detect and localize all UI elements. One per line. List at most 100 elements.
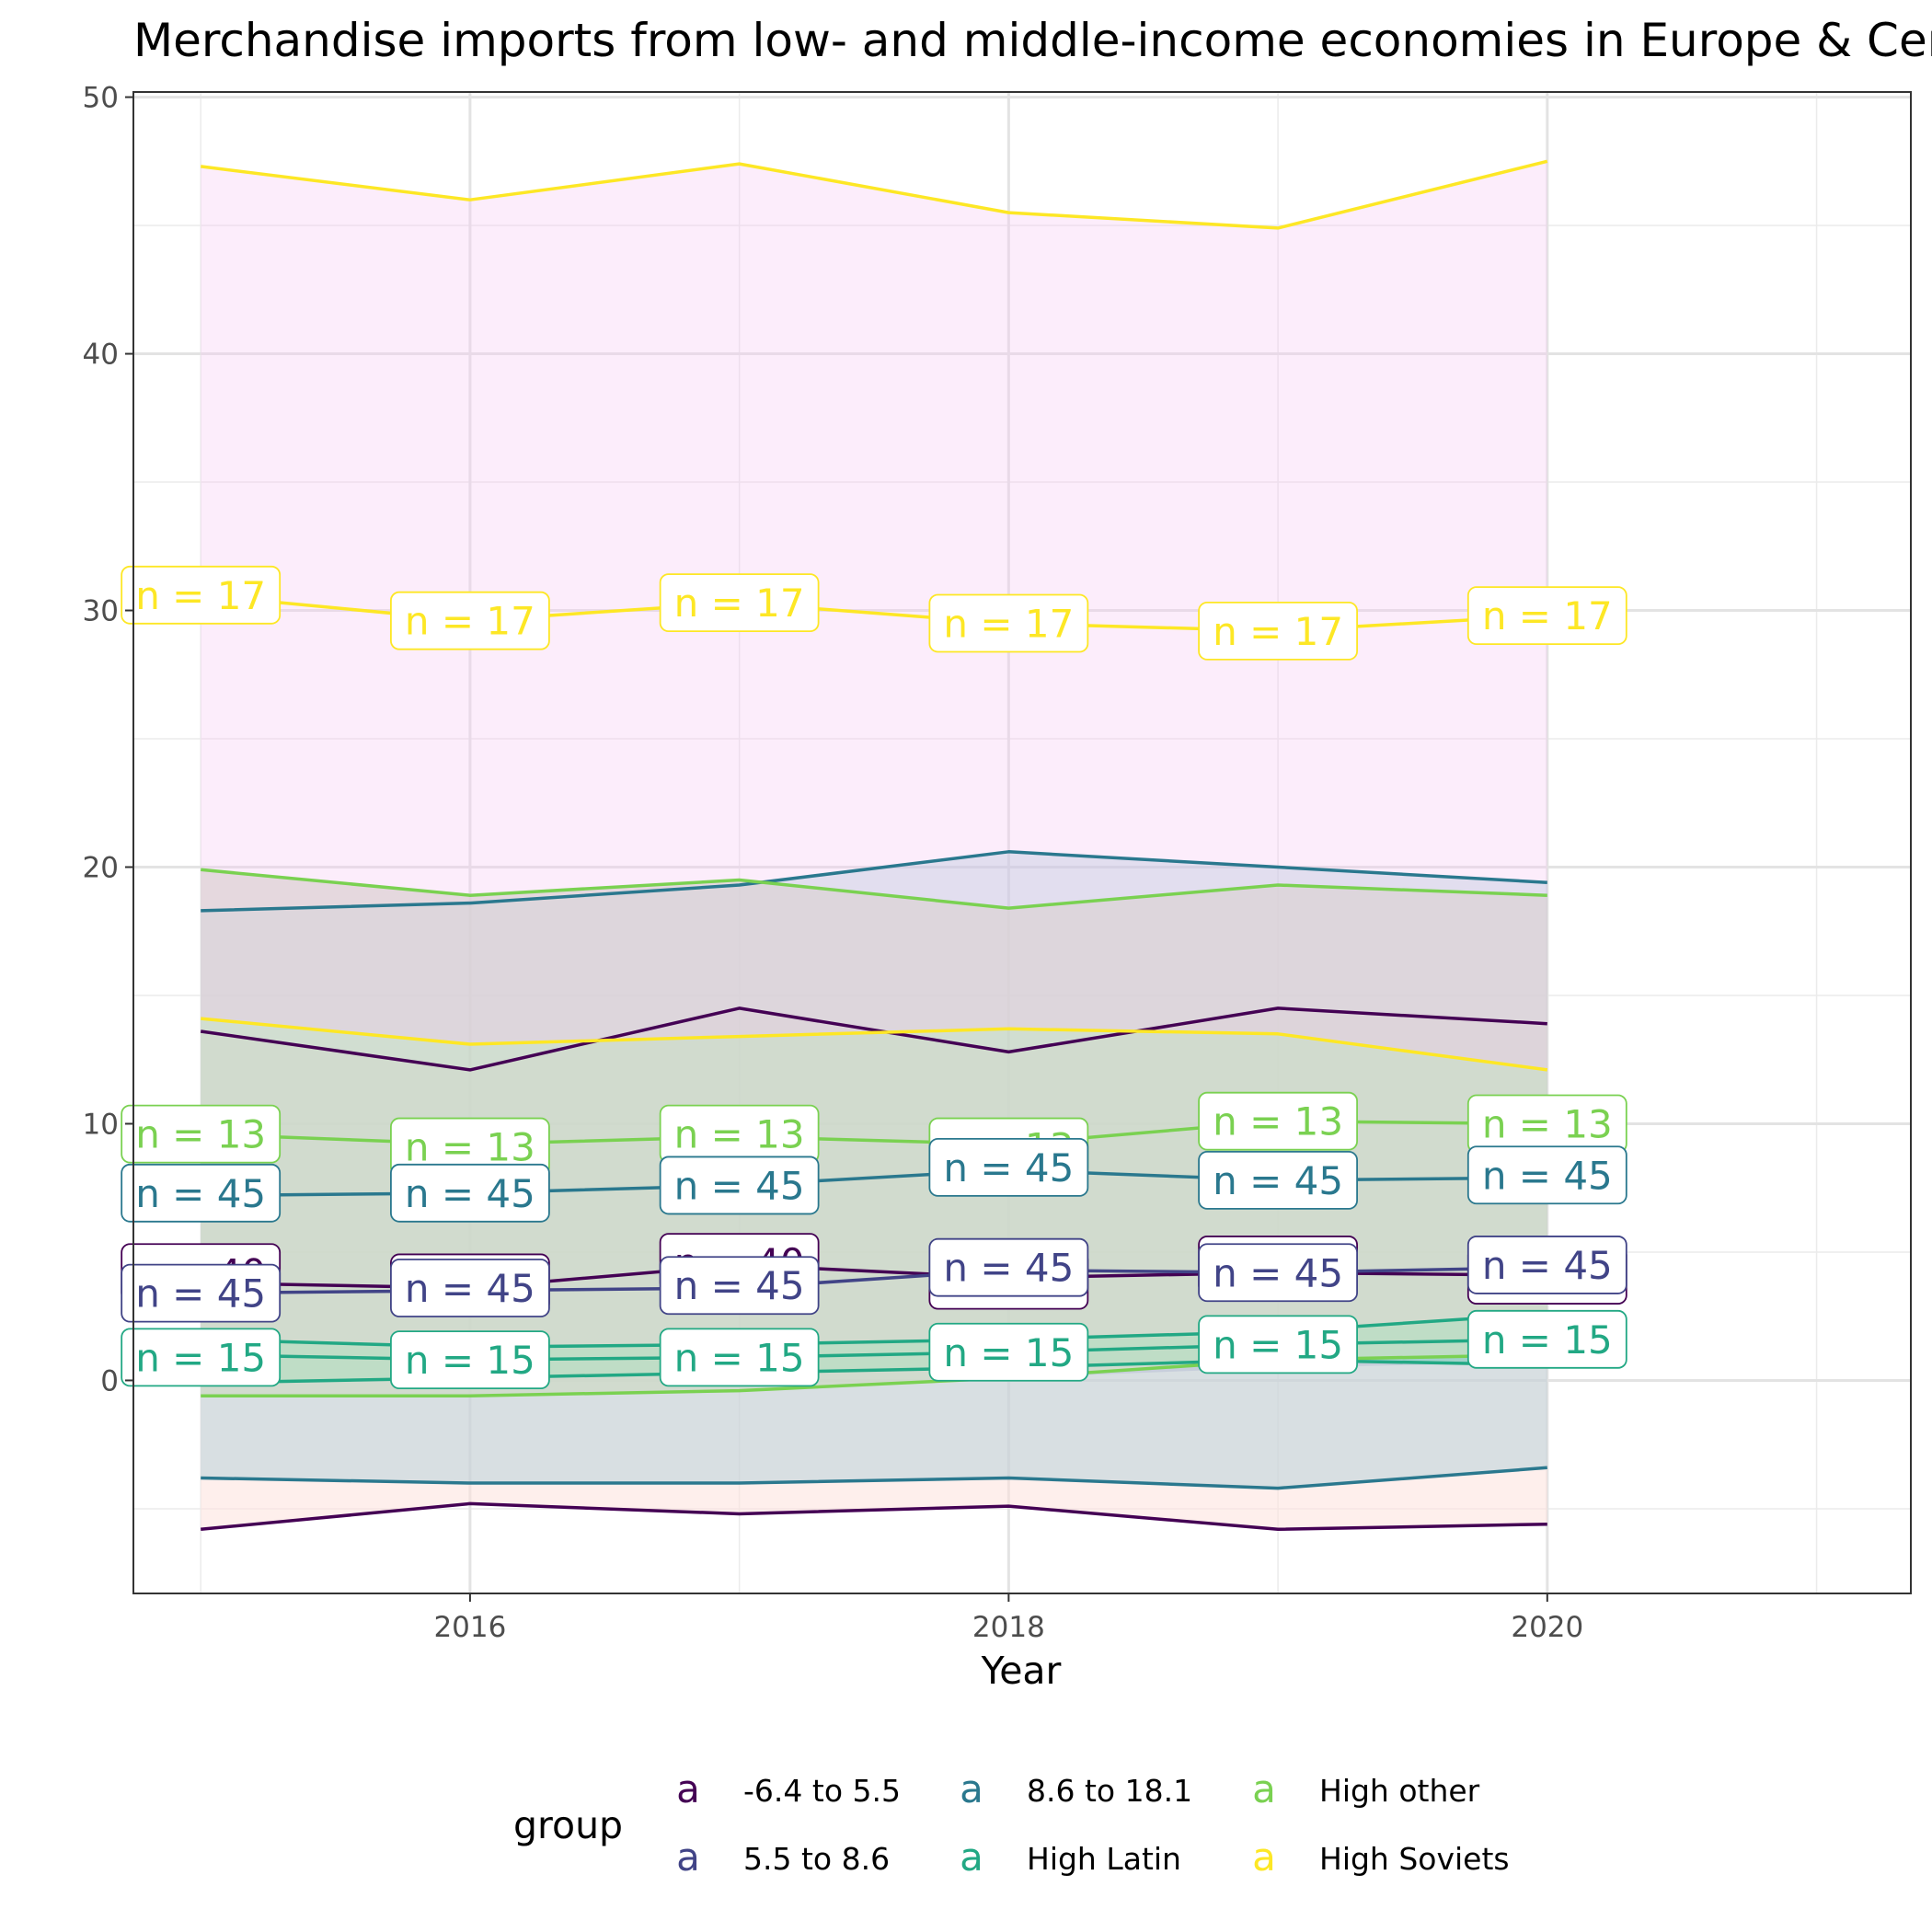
count-label-box (1466, 1236, 1627, 1294)
count-label-high-other: n = 13 (121, 1104, 282, 1164)
count-label-text: n = 45 (405, 1171, 535, 1216)
series-line-high-other-upper (201, 868, 1547, 910)
count-label-8-6-to-18-1: n = 45 (928, 1138, 1089, 1197)
legend-item-8-6-to-18-1: a 8.6 to 18.1 (960, 1766, 1192, 1811)
count-label-box (1198, 601, 1358, 661)
y-tick-label: 20 (83, 852, 119, 885)
count-label-text: n = 45 (1482, 1153, 1613, 1198)
series-line-8-6-to-18-1-lower (201, 1466, 1547, 1490)
legend-item-high-other: a High other (1252, 1766, 1480, 1811)
x-tick-label: 2020 (1511, 1611, 1583, 1644)
count-label-5-5-to-8-6: n = 45 (121, 1263, 282, 1323)
count-label-5-5-to-8-6: n = 45 (1198, 1243, 1358, 1303)
legend-key: a (1252, 1834, 1276, 1880)
count-label-8-6-to-18-1: n = 45 (1466, 1145, 1627, 1205)
series-line-high-soviets-upper (200, 159, 1548, 230)
count-label-high-soviets: n = 17 (1198, 601, 1358, 661)
y-tick-label: 10 (83, 1108, 119, 1141)
count-label-text: n = 15 (1213, 1322, 1343, 1367)
count-label-text: n = 17 (405, 599, 535, 644)
count-label-text: n = 13 (674, 1112, 805, 1157)
count-label-high-other: n = 13 (659, 1104, 820, 1164)
x-axis-title: Year (981, 1649, 1062, 1693)
count-label-box (659, 573, 820, 633)
count-label-high-soviets: n = 17 (390, 591, 550, 650)
count-label-high-latin: n = 15 (1466, 1309, 1627, 1369)
count-label-text: n = 15 (943, 1330, 1074, 1375)
count-label-text: n = 17 (135, 573, 266, 618)
legend-item-5-5-to-8-6: a 5.5 to 8.6 (676, 1834, 890, 1880)
legend-key: a (676, 1834, 700, 1880)
y-axis: 0 10 20 30 40 50 (83, 82, 133, 1397)
count-label-box (121, 1328, 282, 1387)
legend-label: -6.4 to 5.5 (743, 1773, 901, 1809)
count-label-text: n = 13 (135, 1112, 266, 1157)
legend-key: a (1252, 1766, 1276, 1811)
count-labels: n = 40n = 40n = 40n = 40n = 40n = 40n = … (121, 565, 1627, 1390)
count-label-box (121, 1263, 282, 1323)
legend: a -6.4 to 5.5 a 5.5 to 8.6 a 8.6 to 18.1 a High… (676, 1766, 1509, 1880)
legend-label: High other (1319, 1773, 1480, 1809)
count-label-high-latin: n = 15 (121, 1328, 282, 1387)
legend-key: a (960, 1766, 983, 1811)
count-label-box (390, 1259, 550, 1317)
count-label-high-soviets: n = 17 (928, 593, 1089, 653)
count-label-box (390, 1163, 550, 1223)
count-label-5-5-to-8-6: n = 45 (928, 1237, 1089, 1297)
legend-key: a (960, 1834, 983, 1880)
legend-label: 8.6 to 18.1 (1027, 1773, 1192, 1809)
x-axis: 2016 2018 2020 (433, 1593, 1583, 1644)
count-label-box (928, 1237, 1089, 1297)
count-label-box (121, 1163, 282, 1223)
count-label-high-soviets: n = 17 (121, 565, 282, 625)
count-label-text: n = 17 (1482, 593, 1613, 638)
count-label-high-other: n = 13 (390, 1117, 550, 1177)
count-label-8-6-to-18-1: n = 45 (121, 1163, 282, 1223)
count-label-text: n = 45 (943, 1246, 1074, 1291)
count-label-box (121, 565, 282, 625)
count-label-text: n = 13 (1213, 1099, 1343, 1144)
count-label-text: n = 45 (135, 1171, 266, 1216)
count-label-text: n = 15 (405, 1338, 535, 1383)
count-label-high-other: n = 13 (1466, 1094, 1627, 1154)
count-label-high-soviets: n = 17 (659, 573, 820, 633)
count-label-high-other: n = 13 (1198, 1091, 1358, 1151)
count-label-text: n = 45 (674, 1263, 805, 1308)
count-label-box (121, 1104, 282, 1164)
series-line-6-4-to-5-5-upper (200, 1006, 1547, 1072)
count-label-text: n = 45 (1482, 1243, 1613, 1288)
count-label-high-latin: n = 15 (659, 1328, 820, 1387)
count-label-text: n = 13 (405, 1125, 535, 1170)
count-label-high-soviets: n = 17 (1466, 586, 1627, 646)
count-label-box (390, 591, 550, 650)
count-label-text: n = 45 (674, 1163, 805, 1208)
count-label-box (390, 1330, 550, 1390)
count-label-text: n = 15 (1482, 1317, 1613, 1363)
series-line-8-6-to-18-1-upper (201, 850, 1547, 913)
count-label-5-5-to-8-6: n = 45 (1466, 1236, 1627, 1294)
y-tick-label: 50 (83, 82, 119, 115)
count-label-box (659, 1156, 820, 1215)
legend-item-6-4-to-5-5: a -6.4 to 5.5 (676, 1766, 901, 1811)
count-label-text: n = 17 (943, 601, 1074, 646)
count-label-text: n = 15 (135, 1335, 266, 1380)
legend-label: High Soviets (1319, 1841, 1510, 1877)
count-label-text: n = 13 (1482, 1101, 1613, 1146)
count-label-box (1198, 1150, 1358, 1210)
count-label-box (928, 1322, 1089, 1382)
x-tick-label: 2016 (433, 1611, 506, 1644)
count-label-high-latin: n = 15 (928, 1322, 1089, 1382)
y-tick-label: 0 (100, 1364, 119, 1397)
count-label-box (1466, 1309, 1627, 1369)
count-label-text: n = 15 (674, 1335, 805, 1380)
count-label-text: n = 17 (1213, 609, 1343, 654)
chart-title: Merchandise imports from low- and middle… (133, 14, 1932, 67)
count-label-text: n = 45 (1213, 1250, 1343, 1295)
y-tick-label: 40 (83, 339, 119, 372)
count-label-box (1198, 1243, 1358, 1303)
count-label-text: n = 45 (1213, 1158, 1343, 1203)
legend-title: group (513, 1803, 623, 1847)
count-label-box (928, 593, 1089, 653)
legend-label: High Latin (1027, 1841, 1181, 1877)
